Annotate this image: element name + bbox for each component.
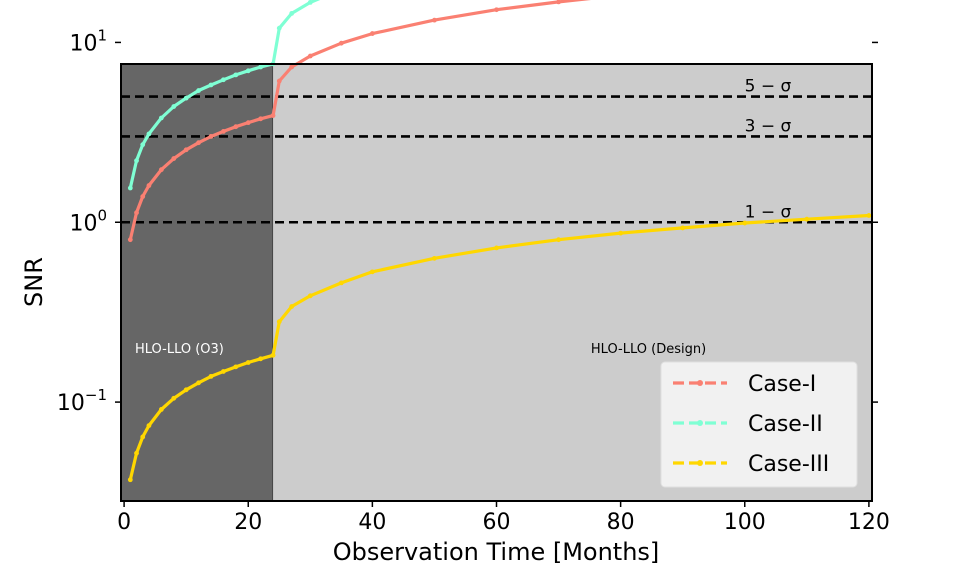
data-point-Case-I xyxy=(140,194,146,199)
data-point-Case-I xyxy=(307,53,313,59)
legend-marker-Case-III xyxy=(697,460,703,466)
data-point-Case-III xyxy=(369,269,375,275)
x-tick-label: 20 xyxy=(234,510,262,535)
data-point-Case-III xyxy=(183,387,189,393)
threshold-label-2: 1 − σ xyxy=(745,202,792,222)
data-point-Case-II xyxy=(289,11,295,16)
data-point-Case-III xyxy=(866,213,872,218)
legend-label-Case-III: Case-III xyxy=(748,452,829,477)
data-point-Case-I xyxy=(338,40,344,46)
x-tick-label: 60 xyxy=(483,510,511,535)
data-point-Case-III xyxy=(134,450,139,456)
data-point-Case-I xyxy=(196,140,201,146)
region-label-1: HLO-LLO (Design) xyxy=(591,342,706,357)
data-point-Case-III xyxy=(146,423,152,429)
data-point-Case-II xyxy=(196,88,201,93)
data-point-Case-III xyxy=(233,364,239,370)
data-point-Case-II xyxy=(183,95,189,101)
threshold-label-1: 3 − σ xyxy=(745,116,792,136)
data-point-Case-III xyxy=(245,360,251,365)
data-point-Case-III xyxy=(618,230,624,236)
data-point-Case-III xyxy=(158,407,164,412)
data-point-Case-III xyxy=(804,216,810,222)
data-point-Case-I xyxy=(208,134,214,139)
data-point-Case-II xyxy=(158,115,164,121)
data-point-Case-I xyxy=(270,113,276,118)
data-point-Case-II xyxy=(208,82,214,88)
data-point-Case-II xyxy=(233,72,239,78)
threshold-label-0: 5 − σ xyxy=(745,77,792,97)
data-point-Case-I xyxy=(221,129,226,134)
data-point-Case-I xyxy=(158,167,164,173)
data-point-Case-I xyxy=(171,156,177,161)
data-point-Case-I xyxy=(289,64,295,70)
x-axis-label: Observation Time [Months] xyxy=(333,538,660,566)
legend-marker-Case-II xyxy=(697,420,703,426)
x-tick-label: 0 xyxy=(117,510,131,535)
x-tick-label: 80 xyxy=(607,510,635,535)
data-point-Case-III xyxy=(276,319,282,325)
data-point-Case-I xyxy=(127,237,133,243)
data-point-Case-I xyxy=(258,116,264,122)
data-point-Case-I xyxy=(556,0,561,5)
y-tick-label: 10−1 xyxy=(57,386,107,416)
series-lines xyxy=(127,0,872,483)
data-point-Case-I xyxy=(369,31,375,36)
data-point-Case-II xyxy=(171,104,177,109)
x-tick-label: 100 xyxy=(724,510,766,535)
data-point-Case-I xyxy=(432,17,437,23)
x-tick-label: 120 xyxy=(848,510,890,535)
legend-label-Case-I: Case-I xyxy=(748,372,816,397)
region-labels: HLO-LLO (O3) HLO-LLO (Design) xyxy=(135,342,706,357)
data-point-Case-III xyxy=(432,255,437,261)
y-axis-label: SNR xyxy=(20,257,48,307)
data-point-Case-III xyxy=(127,477,133,483)
x-tick-label: 40 xyxy=(358,510,386,535)
legend-box xyxy=(660,361,858,488)
data-point-Case-I xyxy=(494,7,499,13)
y-axis-ticks: 10−1 100 101 xyxy=(57,26,878,416)
data-point-Case-I xyxy=(276,78,282,84)
data-point-Case-II xyxy=(146,131,152,137)
data-point-Case-II xyxy=(221,77,226,83)
threshold-lines: 5 − σ 3 − σ 1 − σ xyxy=(121,77,872,224)
data-point-Case-II xyxy=(307,0,313,5)
data-point-Case-III xyxy=(494,245,499,251)
data-point-Case-III xyxy=(221,369,226,374)
data-point-Case-II xyxy=(140,142,146,148)
legend-label-Case-II: Case-II xyxy=(748,412,823,437)
data-point-Case-III xyxy=(742,220,748,226)
region-label-0: HLO-LLO (O3) xyxy=(135,342,224,357)
data-point-Case-II xyxy=(258,64,264,70)
data-point-Case-I xyxy=(146,183,152,188)
data-point-Case-I xyxy=(233,124,239,130)
data-point-Case-II xyxy=(127,185,133,191)
data-point-Case-III xyxy=(307,293,313,299)
data-point-Case-III xyxy=(196,380,201,386)
data-point-Case-III xyxy=(258,356,264,362)
data-point-Case-III xyxy=(171,395,177,401)
legend: Case-I Case-II Case-III xyxy=(660,361,858,488)
data-point-Case-I xyxy=(183,147,189,153)
data-point-Case-III xyxy=(270,352,276,358)
data-point-Case-I xyxy=(245,120,251,126)
y-tick-label: 100 xyxy=(69,206,107,236)
data-point-Case-II xyxy=(134,158,139,164)
data-point-Case-III xyxy=(556,237,561,243)
data-point-Case-III xyxy=(680,225,686,231)
data-point-Case-II xyxy=(245,68,251,74)
y-tick-label: 101 xyxy=(69,26,107,56)
data-point-Case-I xyxy=(134,210,139,216)
data-point-Case-III xyxy=(289,304,295,309)
x-axis-ticks: 0 20 40 60 80 100 120 xyxy=(117,501,890,535)
data-point-Case-III xyxy=(140,434,146,440)
data-point-Case-III xyxy=(208,373,214,379)
legend-marker-Case-I xyxy=(697,380,703,386)
data-point-Case-II xyxy=(276,25,282,31)
data-point-Case-III xyxy=(338,280,344,286)
